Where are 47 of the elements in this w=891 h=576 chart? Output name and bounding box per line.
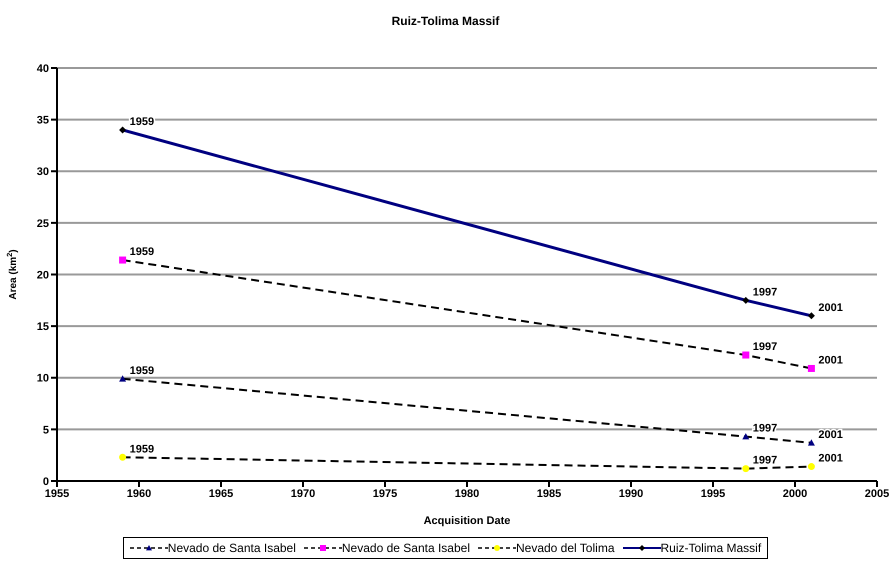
point (742, 465, 750, 472)
x-tick-label: 1990 (618, 488, 644, 500)
point (742, 433, 750, 440)
x-tick-label: 1955 (44, 488, 70, 500)
annotation: 1997 (752, 286, 778, 298)
annotation: 1959 (130, 246, 154, 258)
x-tick-label: 1970 (290, 488, 316, 500)
annotation: 2001 (818, 428, 843, 441)
y-tick-label: 10 (36, 372, 49, 385)
x-tick-label: 2005 (864, 488, 890, 500)
annotation: 2001 (818, 452, 843, 465)
x-tick-label: 1995 (700, 488, 726, 500)
point (119, 454, 126, 461)
x-tick-label: 1975 (372, 488, 398, 500)
chart-title: Ruiz-Tolima Massif (390, 14, 500, 28)
y-tick-label: 40 (36, 62, 49, 75)
x-tick-label: 1985 (536, 488, 562, 500)
point (119, 256, 126, 264)
annotation: 1997 (752, 341, 778, 354)
y-tick-label: 35 (36, 114, 49, 127)
y-tick-label: 20 (36, 269, 49, 282)
annotation: 1997 (752, 454, 778, 467)
x-tick-label: 1980 (454, 488, 480, 500)
point (742, 352, 750, 359)
y-tick-label: 0 (42, 476, 49, 488)
legend-label: Ruiz-Tolima Massif (660, 541, 762, 555)
y-tick-label: 15 (36, 321, 49, 334)
point (808, 439, 815, 446)
legend-label: Nevado de Santa Isabel (168, 541, 296, 555)
annotation: 1959 (130, 116, 154, 128)
y-tick-label: 30 (36, 166, 49, 178)
annotation: 2001 (818, 302, 843, 314)
x-tick-label: 1960 (126, 488, 152, 500)
x-axis-title: Acquisition Date (424, 515, 510, 527)
annotation: 2001 (818, 354, 843, 366)
annotation: 1959 (130, 443, 154, 456)
x-tick-label: 2000 (782, 488, 808, 500)
point (808, 463, 815, 470)
legend-label: Nevado de Santa Isabel (342, 541, 470, 555)
annotation: 1959 (130, 364, 154, 377)
point (808, 364, 815, 372)
annotation: 1997 (752, 422, 778, 435)
legend-label: Nevado del Tolima (516, 541, 614, 555)
point (119, 375, 126, 382)
x-tick-label: 1965 (208, 488, 234, 500)
y-tick-label: 5 (42, 424, 49, 436)
y-tick-label: 25 (36, 218, 49, 230)
